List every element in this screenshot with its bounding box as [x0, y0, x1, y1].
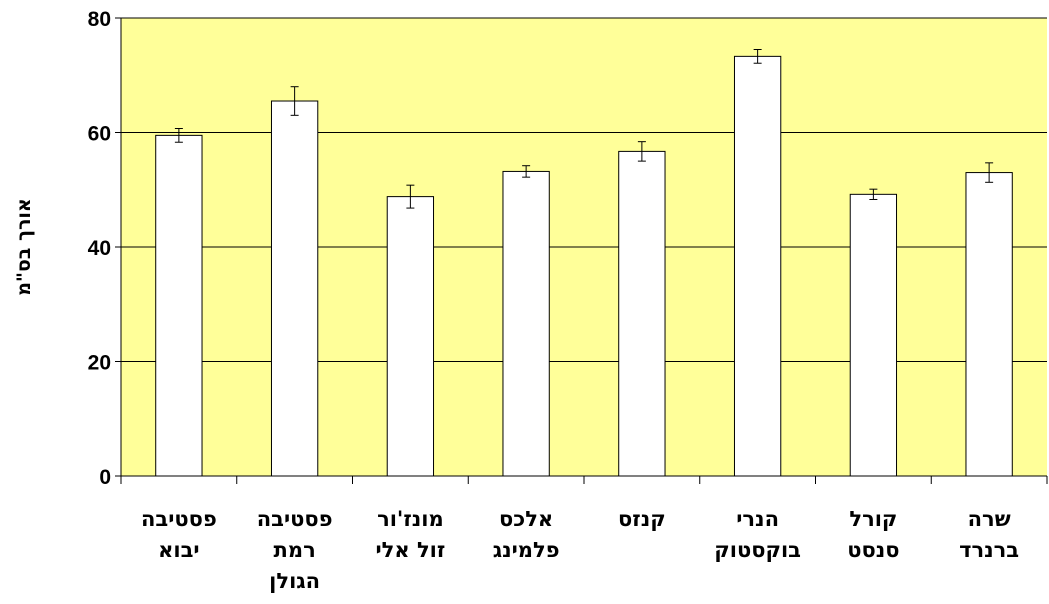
- x-category-label: מונז'ור: [377, 507, 444, 531]
- x-category-label: בוקסטוק: [714, 538, 801, 562]
- bar: [618, 150, 666, 477]
- bar: [733, 55, 782, 477]
- x-category-label: יבוא: [158, 538, 200, 562]
- bar: [155, 134, 203, 477]
- x-category-label: פסטיבה: [141, 507, 217, 531]
- bar: [502, 170, 550, 477]
- x-category-label: פלמינג: [493, 538, 560, 562]
- x-category-label: ברנרד: [959, 538, 1019, 562]
- y-tick-labels: 0 20 40 60 80: [88, 8, 111, 489]
- error-bars: [174, 48, 994, 209]
- x-category-label: פסטיבה: [257, 507, 333, 531]
- y-tick-label: 20: [88, 352, 111, 375]
- bar: [965, 172, 1013, 477]
- x-category-label: רמת: [274, 538, 316, 562]
- y-axis-label: אורך בס"מ: [13, 198, 35, 296]
- x-category-label: אלכס: [499, 507, 553, 531]
- axes: [115, 17, 1048, 484]
- x-category-label: הנרי: [736, 507, 779, 531]
- x-category-label: זול אלי: [375, 538, 445, 562]
- bar: [386, 196, 435, 477]
- x-category-labels: פסטיבה יבוא פסטיבה רמת הגולן מונז'ור זול אלי אל…: [141, 507, 1019, 593]
- x-category-label: סנסט: [847, 538, 899, 562]
- x-category-label: קנזס: [618, 507, 666, 531]
- x-category-label: הגולן: [269, 569, 320, 593]
- y-tick-label: 80: [88, 8, 111, 31]
- y-tick-label: 0: [99, 466, 111, 489]
- y-tick-label: 60: [88, 123, 111, 146]
- bar: [849, 193, 898, 477]
- bars: [155, 55, 1013, 477]
- y-tick-label: 40: [88, 237, 111, 260]
- x-category-label: שרה: [968, 507, 1011, 531]
- x-category-label: קורל: [849, 507, 897, 531]
- bar: [270, 100, 319, 477]
